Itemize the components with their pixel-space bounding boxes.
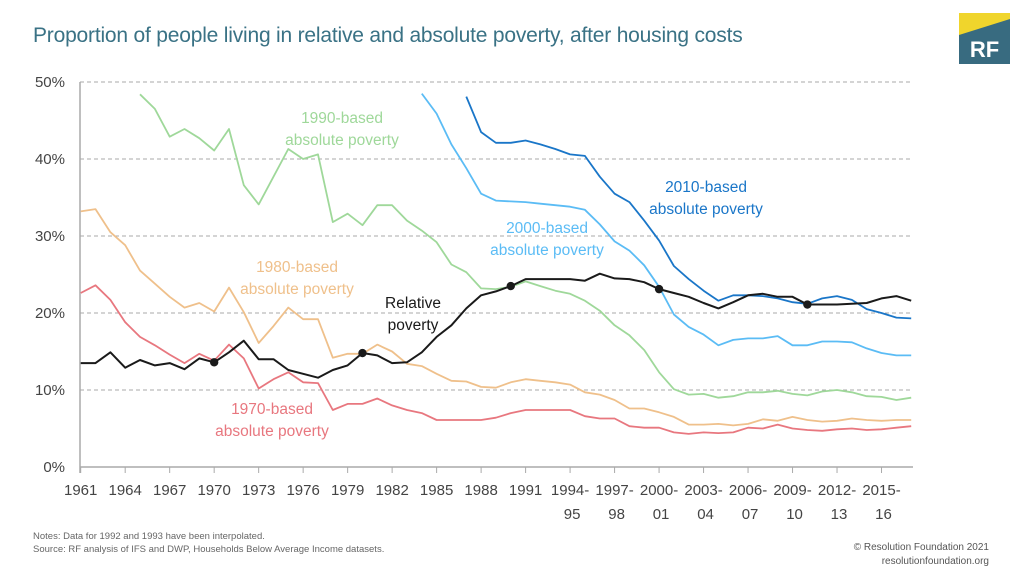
- series-label-relative-poverty: poverty: [388, 317, 439, 334]
- line-chart: 0% 10% 20% 30% 40% 50% 1961 1964 1967 1970 1973 197…: [35, 74, 913, 523]
- x-tick-label: 1982: [375, 482, 408, 499]
- series-label-1980-based-absolute-poverty: absolute poverty: [240, 281, 354, 298]
- series-marker-relative-poverty: [506, 281, 515, 291]
- x-tick-label: 2003-: [684, 482, 722, 499]
- x-tick-label-line2: 98: [608, 506, 625, 523]
- x-tick-label-line2: 95: [564, 506, 581, 523]
- series-label-2010-based-absolute-poverty: 2010-based: [665, 179, 747, 196]
- x-tick-label: 1988: [464, 482, 497, 499]
- y-tick-label: 20%: [35, 305, 65, 322]
- x-tick-label: 1970: [197, 482, 230, 499]
- y-tick-label: 40%: [35, 151, 65, 168]
- y-tick-label: 30%: [35, 228, 65, 245]
- x-tick-label: 1964: [109, 482, 142, 499]
- x-tick-label: 2009-: [773, 482, 811, 499]
- series-label-2000-based-absolute-poverty: absolute poverty: [490, 242, 604, 259]
- svg-text:RF: RF: [970, 37, 999, 62]
- x-tick-label: 1997-: [595, 482, 633, 499]
- series-marker-relative-poverty: [209, 358, 219, 367]
- series-label-1990-based-absolute-poverty: absolute poverty: [285, 132, 399, 149]
- copyright: © Resolution Foundation 2021: [853, 542, 989, 553]
- series-marker-relative-poverty: [358, 348, 367, 358]
- y-tick-label: 50%: [35, 74, 65, 91]
- x-tick-label-line2: 13: [831, 506, 848, 523]
- y-tick-label: 10%: [35, 382, 65, 399]
- series-line-1990-based-absolute-poverty: [139, 93, 912, 401]
- x-tick-label-line2: 16: [875, 506, 892, 523]
- series-marker-relative-poverty: [803, 300, 812, 309]
- x-tick-label: 1994-: [551, 482, 589, 499]
- series-label-1980-based-absolute-poverty: 1980-based: [256, 259, 338, 276]
- x-tick-label: 1991: [509, 482, 542, 499]
- resolution-foundation-logo: RF: [959, 13, 1010, 64]
- series-label-1970-based-absolute-poverty: absolute poverty: [215, 423, 329, 440]
- series-line-2010-based-absolute-poverty: [465, 96, 912, 320]
- website: resolutionfoundation.org: [881, 556, 989, 567]
- x-tick-label-line2: 01: [653, 506, 670, 523]
- x-tick-label: 1985: [420, 482, 453, 499]
- chart-notes: Notes: Data for 1992 and 1993 have been …: [33, 530, 384, 556]
- series-label-1990-based-absolute-poverty: 1990-based: [301, 110, 383, 127]
- series-label-relative-poverty: Relative: [385, 295, 441, 312]
- series-line-1980-based-absolute-poverty: [80, 208, 912, 427]
- y-tick-label: 0%: [43, 459, 65, 476]
- series-line-1970-based-absolute-poverty: [80, 284, 912, 435]
- x-tick-label: 1979: [331, 482, 364, 499]
- series-label-2000-based-absolute-poverty: 2000-based: [506, 220, 588, 237]
- series-line-2000-based-absolute-poverty: [421, 93, 912, 357]
- series-marker-relative-poverty: [654, 284, 664, 294]
- source-line: Source: RF analysis of IFS and DWP, Hous…: [33, 544, 385, 555]
- series-label-1970-based-absolute-poverty: 1970-based: [231, 401, 313, 418]
- x-tick-label: 2012-: [818, 482, 856, 499]
- series-label-2010-based-absolute-poverty: absolute poverty: [649, 201, 763, 218]
- x-tick-label: 1973: [242, 482, 275, 499]
- x-tick-label: 1967: [153, 482, 186, 499]
- series-line-relative-poverty: [80, 272, 912, 379]
- x-tick-label: 2006-: [729, 482, 767, 499]
- x-tick-label: 2000-: [640, 482, 678, 499]
- x-tick-label: 1961: [64, 482, 97, 499]
- chart-title: Proportion of people living in relative …: [33, 24, 743, 47]
- notes-line: Notes: Data for 1992 and 1993 have been …: [33, 531, 265, 542]
- credit: © Resolution Foundation 2021 resolutionf…: [854, 541, 989, 569]
- x-tick-label: 1976: [286, 482, 319, 499]
- x-tick-label: 2015-: [862, 482, 900, 499]
- x-tick-label-line2: 10: [786, 506, 803, 523]
- x-tick-label-line2: 07: [742, 506, 759, 523]
- x-tick-label-line2: 04: [697, 506, 714, 523]
